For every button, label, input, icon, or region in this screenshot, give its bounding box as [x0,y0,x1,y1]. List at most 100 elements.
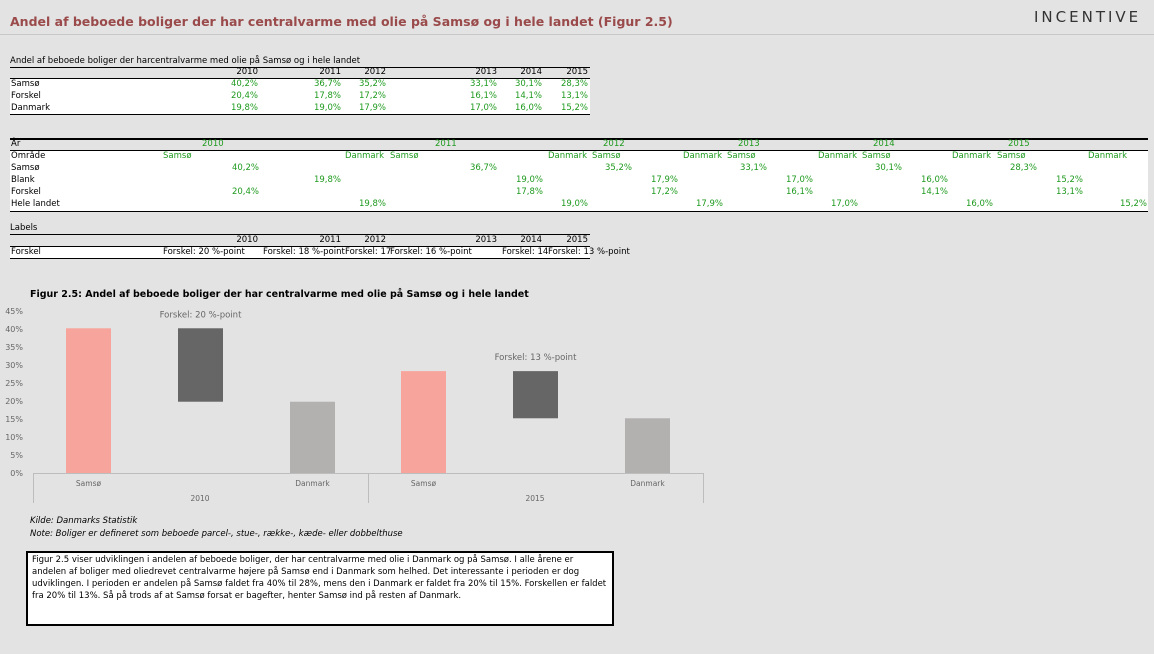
table2-cell: 33,1% [739,163,767,173]
table2-cell: 17,9% [695,199,723,209]
table1-year-header: 2015 [566,67,588,77]
y-tick-label: 30% [5,361,23,370]
table2-cell: 19,0% [560,199,588,209]
table2-cell: 16,0% [920,175,948,185]
table1-cell: 16,0% [514,103,542,113]
chart-source: Kilde: Danmarks Statistik [30,516,138,526]
table2-body [10,150,1148,211]
table1-cell: 40,2% [230,79,258,89]
table1-cell: 19,8% [230,103,258,113]
table2-cell: 36,7% [469,163,497,173]
table2-area-header: Danmark [345,151,385,161]
table2-cell: 19,0% [515,175,543,185]
table2-cell: 20,4% [231,187,259,197]
table1-cell: 17,8% [313,91,341,101]
y-tick-label: 35% [5,343,23,352]
table3-year-header: 2013 [475,235,497,245]
table1-year-header: 2011 [319,67,341,77]
table1-header-rule [10,78,590,79]
table2-area-header: Danmark [952,151,992,161]
table1-body [10,78,590,114]
chart-note: Note: Boliger er defineret som beboede p… [30,529,403,539]
table2-cell: 14,1% [920,187,948,197]
table2-year-header: 2013 [738,139,760,149]
table2-cell: 30,1% [874,163,902,173]
table1-cell: 30,1% [514,79,542,89]
table2-area-header: Danmark [818,151,858,161]
table3-year-header: 2014 [520,235,542,245]
table1-bottom-rule [10,114,590,115]
x-category-label: Danmark [295,479,330,488]
incentive-logo: INCENTIVE [1034,8,1142,26]
table2-cell: 17,0% [785,175,813,185]
table1-cell: 14,1% [514,91,542,101]
table1-cell: 15,2% [560,103,588,113]
table1-year-header: 2012 [364,67,386,77]
table2-row-label: Hele landet [11,199,60,209]
table2-row-label: Blank [11,175,35,185]
table2-cell: 15,2% [1055,175,1083,185]
table1-row-label: Samsø [11,79,40,89]
header-divider [0,34,1154,35]
table2-cell: 15,2% [1119,199,1147,209]
y-tick-label: 15% [5,415,23,424]
table3-label-cell: Forskel: 20 %-point [163,247,245,257]
table2-cell: 28,3% [1009,163,1037,173]
table3-label-cell: Forskel: 16 %-point [390,247,472,257]
table2-cell: 17,0% [830,199,858,209]
table3-label-cell: Forskel: 18 %-point [263,247,345,257]
table2-area-header: Samsø [997,151,1026,161]
table1-cell: 17,0% [469,103,497,113]
table2-cell: 17,8% [515,187,543,197]
x-category-label: Samsø [76,479,102,488]
table3-year-header: 2011 [319,235,341,245]
table2-year-header: 2011 [435,139,457,149]
table3-label-cell: Forskel: 13 %-point [548,247,630,257]
table1-caption: Andel af beboede boliger der harcentralv… [10,56,361,66]
description-box: Figur 2.5 viser udviklingen i andelen af… [26,551,614,626]
table2-year-header: 2012 [603,139,625,149]
table1-cell: 17,9% [358,103,386,113]
bar-samso [66,328,111,473]
table2-header-rule [10,150,1148,151]
page-title: Andel af beboede boliger der har central… [10,14,673,29]
table2-area-header: Danmark [683,151,723,161]
table3-caption: Labels [10,223,38,233]
table3-body [10,246,590,258]
table1-row-label: Forskel [11,91,41,101]
table2-row-label: Samsø [11,163,40,173]
table2-cell: 40,2% [231,163,259,173]
y-tick-label: 20% [5,397,23,406]
table2-area-header: Samsø [163,151,192,161]
table2-cell: 35,2% [604,163,632,173]
x-group-label: 2010 [190,494,209,503]
table1-cell: 16,1% [469,91,497,101]
table1-cell: 36,7% [313,79,341,89]
bar-samso [401,371,446,473]
table2-year-header: 2015 [1008,139,1030,149]
data-label: Forskel: 13 %-point [495,353,577,363]
table1-cell: 28,3% [560,79,588,89]
y-tick-label: 25% [5,379,23,388]
table2-area-header: Samsø [390,151,419,161]
table3-bottom-rule [10,258,590,259]
table1-cell: 17,2% [358,91,386,101]
y-tick-label: 10% [5,433,23,442]
table2-top-rule [10,138,1148,140]
y-tick-label: 45% [5,307,23,316]
bar-danmark [625,418,670,473]
table3-top-rule [10,234,590,235]
table1-top-rule [10,67,590,68]
table2-row-label: Forskel [11,187,41,197]
table1-cell: 19,0% [313,103,341,113]
table1-cell: 20,4% [230,91,258,101]
table1-cell: 13,1% [560,91,588,101]
table3-year-header: 2012 [364,235,386,245]
data-label: Forskel: 20 %-point [160,310,242,320]
table2-year-header: 2014 [873,139,895,149]
table2-area-label: Område [11,151,46,161]
table2-area-header: Danmark [548,151,588,161]
table2-bottom-rule [10,211,1148,212]
table1-row-label: Danmark [11,103,51,113]
table3-row-label: Forskel [11,247,41,257]
